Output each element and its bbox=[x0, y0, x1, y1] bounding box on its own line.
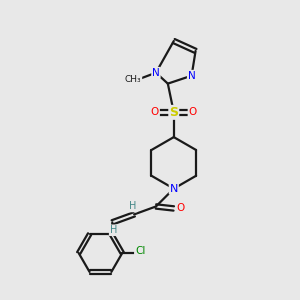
Text: O: O bbox=[177, 203, 185, 214]
Text: CH₃: CH₃ bbox=[125, 75, 142, 84]
Text: O: O bbox=[151, 107, 159, 117]
Text: H: H bbox=[130, 202, 137, 212]
Text: H: H bbox=[110, 225, 117, 235]
Text: O: O bbox=[188, 107, 197, 117]
Text: N: N bbox=[169, 184, 178, 194]
Text: N: N bbox=[152, 68, 160, 78]
Text: N: N bbox=[188, 71, 196, 81]
Text: S: S bbox=[169, 106, 178, 119]
Text: Cl: Cl bbox=[135, 246, 145, 256]
